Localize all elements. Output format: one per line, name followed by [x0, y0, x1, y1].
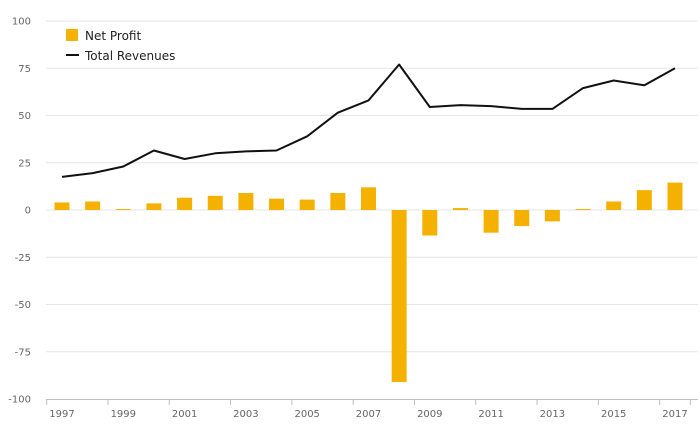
axes: 100 75 50 25 0 -25 -50 -75 -100 1997 1999 2001 2003 2…	[8, 17, 698, 420]
total-revenues-line	[61, 63, 676, 178]
legend: Net Profit Total Revenues	[66, 29, 175, 63]
net-profit-bar-1999	[115, 209, 131, 211]
total-revenues-line-layer	[61, 63, 676, 178]
net-profit-bar-2001	[177, 197, 193, 210]
net-profit-bar-2013	[544, 210, 560, 222]
y-tick-label-0: 100	[12, 17, 31, 28]
x-tick-label-1997: 1997	[49, 409, 74, 420]
y-tick-label-4: 0	[25, 206, 31, 217]
net-profit-bar-2005	[299, 199, 315, 210]
x-tick-label-2011: 2011	[478, 409, 503, 420]
gridlines	[46, 20, 698, 353]
net-profit-bar-2015	[606, 201, 622, 210]
x-tick-label-2013: 2013	[540, 409, 565, 420]
net-profit-bar-2000	[146, 203, 162, 210]
net-profit-bar-2017	[667, 182, 683, 210]
net-profit-bar-2008	[391, 210, 407, 382]
net-profit-bar-2003	[238, 192, 254, 210]
y-tick-label-2: 50	[18, 111, 31, 122]
y-tick-label-8: -100	[8, 395, 31, 406]
y-tick-label-5: -25	[15, 253, 31, 264]
net-profit-bar-2011	[483, 210, 499, 233]
x-tick-label-2003: 2003	[233, 409, 258, 420]
x-tick-label-2001: 2001	[172, 409, 197, 420]
x-tick-label-2009: 2009	[417, 409, 442, 420]
net-profit-bar-2004	[269, 198, 285, 210]
net-profit-bar-2009	[422, 210, 438, 236]
net-profit-bar-2010	[452, 208, 468, 210]
legend-swatch-net-profit	[66, 29, 78, 41]
net-profit-bar-2016	[636, 190, 652, 210]
net-profit-bar-2002	[207, 195, 223, 210]
x-tick-label-2017: 2017	[662, 409, 687, 420]
net-profit-bar-2006	[330, 192, 346, 210]
net-profit-bar-2007	[361, 187, 376, 210]
y-tick-label-7: -75	[15, 347, 31, 358]
net-profit-bar-1998	[85, 201, 101, 210]
net-profit-bar-2014	[575, 209, 591, 211]
x-tick-label-2015: 2015	[601, 409, 626, 420]
y-tick-label-1: 75	[18, 64, 31, 75]
x-tick-label-2007: 2007	[356, 409, 381, 420]
net-profit-bars	[54, 182, 683, 382]
legend-label-total-revenues: Total Revenues	[84, 49, 175, 63]
y-tick-label-6: -50	[15, 300, 31, 311]
x-tick-label-1999: 1999	[111, 409, 136, 420]
net-profit-bar-2012	[514, 210, 530, 227]
y-tick-label-3: 25	[18, 158, 31, 169]
x-tick-label-2005: 2005	[294, 409, 319, 420]
legend-label-net-profit: Net Profit	[85, 29, 141, 43]
net-profit-bar-1997	[54, 202, 70, 210]
